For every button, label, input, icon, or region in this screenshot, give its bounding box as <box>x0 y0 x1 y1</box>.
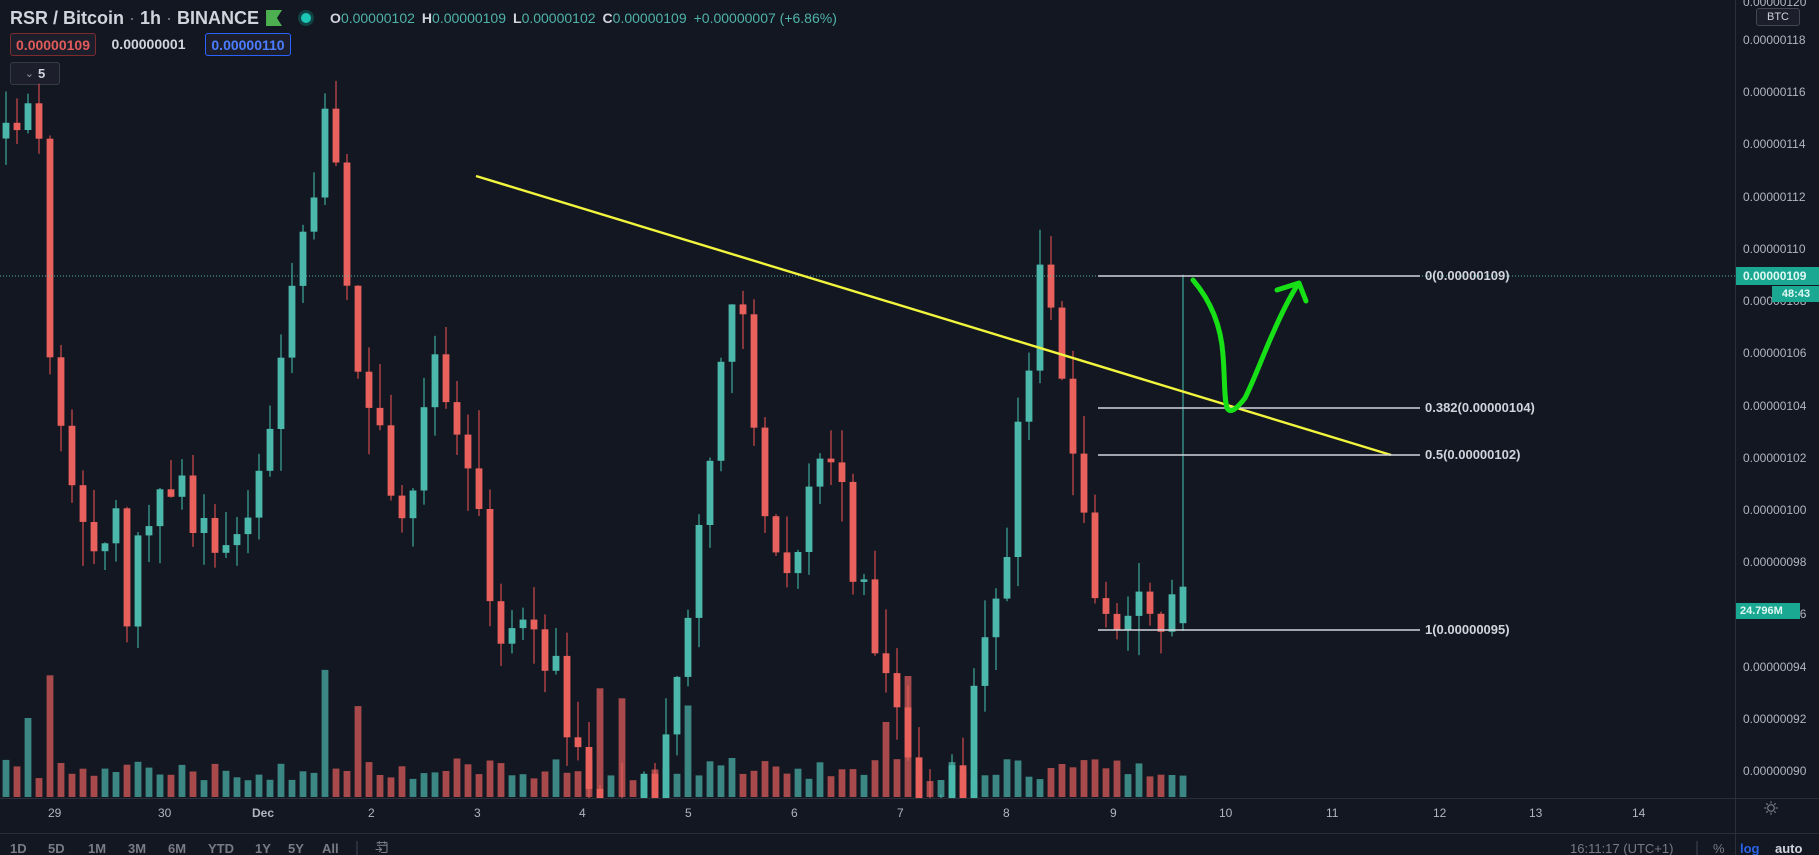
svg-text:0.5(0.00000102): 0.5(0.00000102) <box>1425 447 1520 462</box>
svg-text:1(0.00000095): 1(0.00000095) <box>1425 622 1510 637</box>
svg-text:0(0.00000109): 0(0.00000109) <box>1425 268 1510 283</box>
svg-text:0.382(0.00000104): 0.382(0.00000104) <box>1425 400 1535 415</box>
